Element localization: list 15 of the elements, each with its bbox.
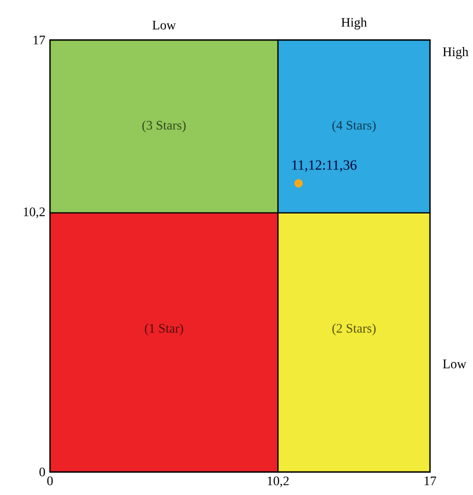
x-tick-label: 0 [47, 476, 53, 486]
x-tick-label: 10,2 [268, 476, 289, 488]
y-tick-label: 10,2 [24, 207, 45, 218]
annotation: (1 Star) [144, 324, 184, 336]
annotation: 11,12:11,36 [292, 160, 357, 172]
annotation: (3 Stars) [142, 120, 186, 132]
y-tick-label: 17 [34, 36, 46, 44]
annotation: (2 Stars) [332, 324, 376, 336]
text: High [341, 18, 367, 30]
annotation: (4 Stars) [332, 120, 376, 132]
text: High [442, 47, 468, 59]
text: Low [442, 360, 466, 368]
x-tick-label: 17 [424, 476, 436, 486]
text: Low [152, 20, 176, 30]
y-tick-label: 0 [40, 468, 46, 476]
